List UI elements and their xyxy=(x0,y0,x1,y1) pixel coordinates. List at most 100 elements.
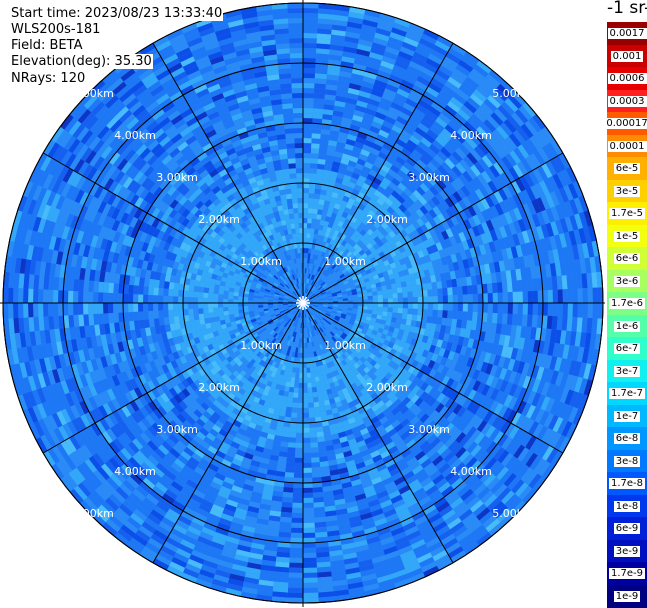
data-cell xyxy=(458,295,463,303)
data-cell xyxy=(164,281,170,289)
data-cell xyxy=(306,363,310,368)
data-cell xyxy=(168,303,173,310)
data-cell xyxy=(312,387,317,393)
data-cell xyxy=(296,238,300,243)
data-cell xyxy=(219,290,225,295)
data-cell xyxy=(103,282,109,293)
data-cell xyxy=(287,397,293,403)
data-cell xyxy=(303,438,310,443)
data-cell xyxy=(138,294,143,303)
data-cell xyxy=(159,318,165,326)
data-cell xyxy=(377,291,383,296)
data-cell xyxy=(298,398,303,403)
data-cell xyxy=(388,294,393,299)
data-cell xyxy=(473,294,478,303)
data-cell xyxy=(317,169,325,175)
data-cell xyxy=(138,303,143,312)
data-cell xyxy=(396,282,402,288)
data-cell xyxy=(113,283,119,293)
data-cell xyxy=(133,294,138,303)
data-cell xyxy=(303,413,309,418)
data-cell xyxy=(296,163,303,168)
data-cell xyxy=(303,408,309,413)
data-cell xyxy=(98,282,104,293)
data-cell xyxy=(296,363,300,368)
data-cell xyxy=(154,280,160,288)
data-cell xyxy=(310,173,317,179)
data-cell xyxy=(427,316,433,323)
data-cell xyxy=(287,452,295,458)
data-cell xyxy=(303,453,311,458)
data-cell xyxy=(318,446,326,452)
data-cell xyxy=(303,468,312,473)
data-cell xyxy=(378,299,383,303)
data-cell xyxy=(312,214,317,220)
data-cell xyxy=(448,295,453,303)
data-cell xyxy=(163,296,168,303)
data-cell xyxy=(303,463,312,468)
data-cell xyxy=(418,297,423,303)
data-cell xyxy=(483,293,488,303)
data-cell xyxy=(291,223,296,229)
data-cell xyxy=(282,431,290,437)
data-cell xyxy=(488,303,493,313)
data-cell xyxy=(291,377,296,383)
data-cell xyxy=(408,297,413,303)
data-cell xyxy=(223,307,228,312)
data-cell xyxy=(310,372,314,378)
data-cell xyxy=(113,313,119,323)
data-cell xyxy=(188,309,193,315)
data-cell xyxy=(293,493,303,498)
data-cell xyxy=(303,363,306,368)
data-cell xyxy=(223,303,228,307)
data-cell xyxy=(398,293,403,299)
data-cell xyxy=(309,407,315,412)
data-cell xyxy=(303,98,314,103)
data-cell xyxy=(467,285,473,294)
data-cell xyxy=(298,403,304,408)
data-cell xyxy=(393,298,398,303)
data-cell xyxy=(108,283,114,294)
data-cell xyxy=(295,158,303,163)
data-cell xyxy=(373,295,378,299)
data-cell xyxy=(313,487,323,493)
data-cell xyxy=(285,472,294,478)
data-cell xyxy=(303,373,307,378)
data-cell xyxy=(193,297,198,303)
data-cell xyxy=(238,296,243,300)
data-cell xyxy=(487,283,493,293)
data-cell xyxy=(303,418,309,423)
data-cell xyxy=(280,194,287,200)
data-cell xyxy=(308,203,314,208)
data-cell xyxy=(396,318,402,324)
data-cell xyxy=(163,310,169,318)
data-cell xyxy=(492,283,498,294)
data-cell xyxy=(319,401,325,407)
data-cell xyxy=(393,308,398,313)
data-cell xyxy=(303,473,312,478)
data-cell xyxy=(443,295,448,303)
data-cell xyxy=(198,308,203,314)
data-cell xyxy=(233,296,238,300)
data-cell xyxy=(208,303,213,308)
data-cell xyxy=(293,203,299,208)
data-cell xyxy=(310,228,314,234)
data-cell xyxy=(294,478,303,483)
data-cell xyxy=(463,294,468,303)
data-cell xyxy=(308,398,314,403)
data-cell xyxy=(297,193,303,198)
data-cell xyxy=(311,143,320,149)
data-cell xyxy=(303,233,307,238)
data-cell xyxy=(307,388,312,393)
data-cell xyxy=(413,297,418,303)
data-cell xyxy=(295,378,300,383)
data-cell xyxy=(368,299,373,303)
data-cell xyxy=(283,113,293,119)
data-cell xyxy=(407,314,413,320)
data-cell xyxy=(154,318,160,326)
data-cell xyxy=(294,383,299,388)
data-cell xyxy=(303,443,311,448)
data-cell xyxy=(297,188,303,193)
data-cell xyxy=(407,286,413,292)
data-cell xyxy=(282,396,288,402)
